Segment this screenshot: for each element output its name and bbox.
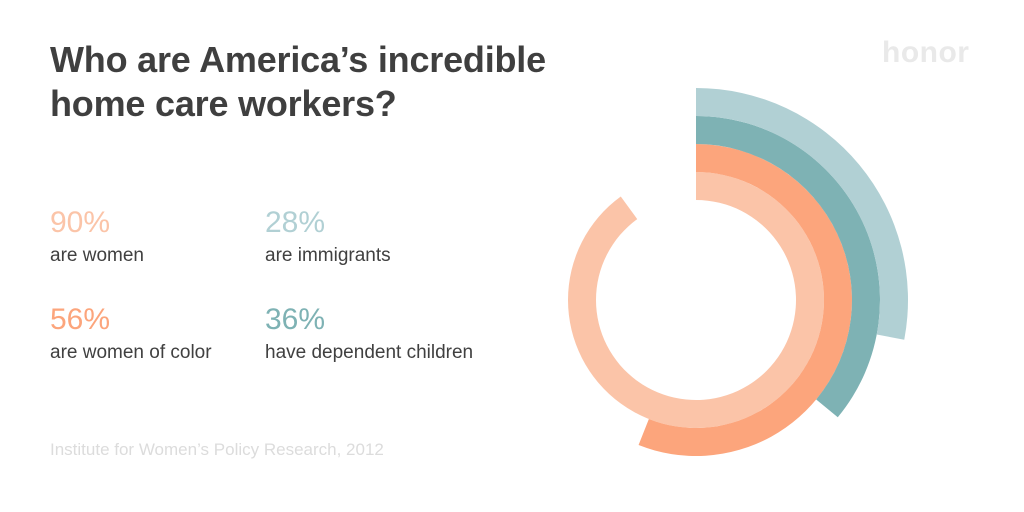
stat-women: 90% are women [50, 206, 144, 268]
stat-label: are immigrants [265, 245, 391, 266]
stat-value: 90% [50, 206, 111, 239]
stat-value: 36% [265, 303, 326, 336]
stat-immigrants: 28% are immigrants [265, 206, 391, 268]
stat-women-of-color: 56% are women of color [50, 303, 212, 365]
stat-value: 56% [50, 303, 111, 336]
bar-women-of-color [638, 144, 852, 456]
stat-label: are women of color [50, 342, 212, 363]
stat-label: are women [50, 245, 144, 266]
page-title: Who are America’s incredible home care w… [50, 39, 546, 124]
bar-dependent-children [696, 116, 880, 418]
stat-value: 28% [265, 206, 326, 239]
source-note: Institute for Women’s Policy Research, 2… [50, 440, 384, 459]
stat-label: have dependent children [265, 342, 474, 363]
bar-women [567, 172, 824, 428]
brand-logo: honor [882, 36, 970, 69]
bar-immigrants [696, 88, 908, 340]
stat-dependent-children: 36% have dependent children [265, 303, 473, 365]
